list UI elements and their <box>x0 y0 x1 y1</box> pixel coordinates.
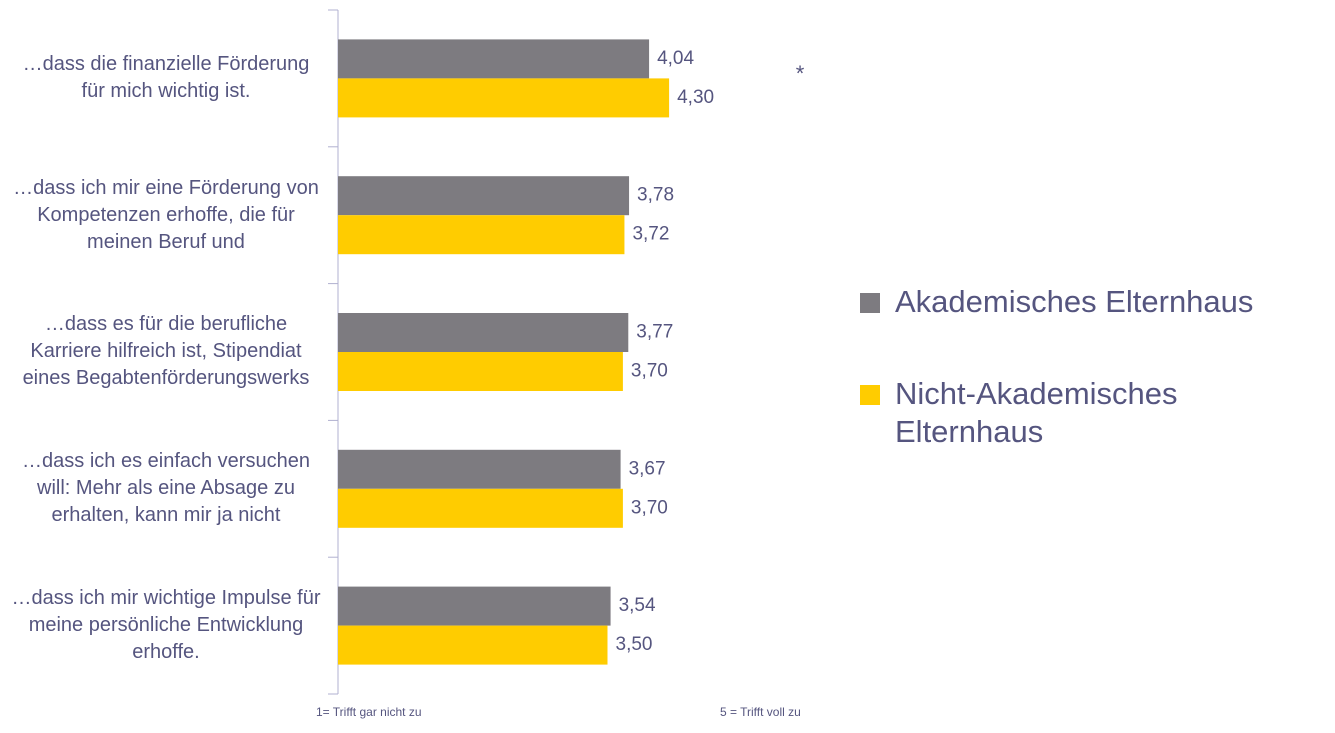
value-label: 4,30 <box>677 87 714 108</box>
annotation: * <box>796 61 805 86</box>
category-label: …dass ich mir eine Förderung von Kompete… <box>13 176 319 253</box>
legend-swatch <box>860 385 880 405</box>
bar <box>338 313 629 352</box>
value-label: 3,50 <box>616 634 653 655</box>
bar <box>338 586 611 626</box>
value-label: 4,04 <box>657 48 694 69</box>
annotation: 1= Trifft gar nicht zu <box>316 705 422 719</box>
legend-label: Nicht-Akademisches Elternhaus <box>895 376 1178 449</box>
value-label: 3,77 <box>636 322 673 343</box>
annotation: 5 = Trifft voll zu <box>720 705 801 719</box>
value-label: 3,78 <box>637 185 674 206</box>
category-label: …dass es für die berufliche Karriere hil… <box>22 313 310 390</box>
bar <box>338 352 623 391</box>
bar <box>338 488 623 528</box>
legend-swatch <box>860 293 880 313</box>
bar <box>338 176 630 216</box>
value-label: 3,70 <box>631 497 668 518</box>
value-label: 3,70 <box>631 361 668 382</box>
value-label: 3,72 <box>632 224 669 245</box>
legend-label: Akademisches Elternhaus <box>895 284 1254 319</box>
category-label: …dass ich es einfach versuchen will: Meh… <box>22 450 310 527</box>
category-label: …dass ich mir wichtige Impulse für meine… <box>11 587 321 664</box>
bar <box>338 39 650 79</box>
bar <box>338 625 608 665</box>
value-label: 3,54 <box>619 595 656 616</box>
bar <box>338 449 621 489</box>
category-label: …dass die finanzielle Förderung für mich… <box>22 53 310 103</box>
bar <box>338 78 670 118</box>
bar <box>338 215 625 255</box>
value-label: 3,67 <box>629 458 666 479</box>
